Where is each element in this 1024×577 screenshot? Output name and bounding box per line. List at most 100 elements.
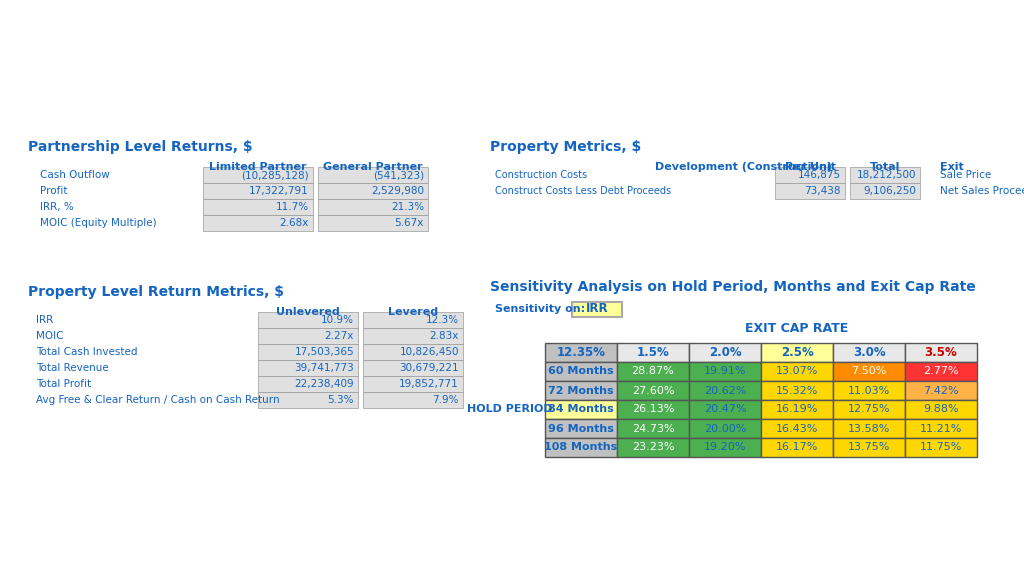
Bar: [775, 167, 845, 183]
Bar: [545, 362, 617, 381]
Text: 20.62%: 20.62%: [703, 385, 746, 395]
Bar: [545, 438, 617, 457]
Bar: [850, 167, 920, 183]
Text: 108 Months: 108 Months: [545, 443, 617, 452]
Text: Sensitivity on:: Sensitivity on:: [495, 304, 585, 314]
Text: Exit: Exit: [940, 162, 964, 172]
Text: 9.88%: 9.88%: [924, 404, 958, 414]
Bar: [689, 400, 761, 419]
Text: Avg Free & Clear Return / Cash on Cash Return: Avg Free & Clear Return / Cash on Cash R…: [36, 395, 280, 405]
Bar: [833, 419, 905, 438]
Text: Total Cash Invested: Total Cash Invested: [36, 347, 137, 357]
Text: 84 Months: 84 Months: [548, 404, 613, 414]
Bar: [617, 438, 689, 457]
Bar: [203, 183, 313, 199]
Text: 24.73%: 24.73%: [632, 424, 675, 433]
Bar: [905, 419, 977, 438]
Text: 19,852,771: 19,852,771: [399, 379, 459, 389]
Text: 2,529,980: 2,529,980: [371, 186, 424, 196]
Text: MOIC: MOIC: [36, 331, 63, 341]
Bar: [833, 343, 905, 362]
Text: 3.0%: 3.0%: [853, 346, 886, 359]
Text: 23.23%: 23.23%: [632, 443, 674, 452]
Bar: [617, 362, 689, 381]
Text: 12.75%: 12.75%: [848, 404, 890, 414]
Bar: [761, 362, 833, 381]
Bar: [905, 362, 977, 381]
Text: 96 Months: 96 Months: [548, 424, 614, 433]
Text: 20.47%: 20.47%: [703, 404, 746, 414]
Text: 2.27x: 2.27x: [325, 331, 354, 341]
Text: Construct Costs Less Debt Proceeds: Construct Costs Less Debt Proceeds: [495, 186, 671, 196]
Bar: [689, 419, 761, 438]
Bar: [203, 199, 313, 215]
Text: IRR: IRR: [36, 315, 53, 325]
Bar: [905, 400, 977, 419]
Text: (10,285,128): (10,285,128): [242, 170, 309, 180]
Text: 18,212,500: 18,212,500: [856, 170, 916, 180]
Text: 7.42%: 7.42%: [924, 385, 958, 395]
Bar: [258, 376, 358, 392]
Bar: [545, 381, 617, 400]
Bar: [689, 343, 761, 362]
Text: Partnership Level Returns, $: Partnership Level Returns, $: [28, 140, 253, 154]
Bar: [761, 400, 833, 419]
Bar: [833, 362, 905, 381]
Text: 15.32%: 15.32%: [776, 385, 818, 395]
Text: 19.20%: 19.20%: [703, 443, 746, 452]
Bar: [689, 381, 761, 400]
Bar: [362, 328, 463, 344]
Text: 30,679,221: 30,679,221: [399, 363, 459, 373]
Text: 22,238,409: 22,238,409: [294, 379, 354, 389]
Text: IRR: IRR: [586, 302, 608, 316]
Text: 3.5%: 3.5%: [925, 346, 957, 359]
Bar: [545, 419, 617, 438]
Text: 5.3%: 5.3%: [328, 395, 354, 405]
Text: MOIC (Equity Multiple): MOIC (Equity Multiple): [40, 218, 157, 228]
Bar: [203, 215, 313, 231]
Text: Total Revenue: Total Revenue: [36, 363, 109, 373]
Bar: [258, 392, 358, 408]
Text: Profit: Profit: [40, 186, 68, 196]
Text: 60 Months: 60 Months: [548, 366, 613, 377]
Bar: [850, 183, 920, 199]
Text: 39,741,773: 39,741,773: [294, 363, 354, 373]
Bar: [761, 438, 833, 457]
Text: Property Metrics, $: Property Metrics, $: [490, 140, 641, 154]
Text: 12.35%: 12.35%: [556, 346, 605, 359]
Text: 7.50%: 7.50%: [851, 366, 887, 377]
Bar: [545, 400, 617, 419]
Bar: [362, 312, 463, 328]
Text: 17,322,791: 17,322,791: [249, 186, 309, 196]
Text: 28.87%: 28.87%: [632, 366, 675, 377]
Text: Property Level Return Metrics, $: Property Level Return Metrics, $: [28, 285, 284, 299]
Text: 10.9%: 10.9%: [321, 315, 354, 325]
Text: 26.13%: 26.13%: [632, 404, 674, 414]
Text: Development (Construction): Development (Construction): [655, 162, 831, 172]
Bar: [318, 167, 428, 183]
Text: 11.03%: 11.03%: [848, 385, 890, 395]
Bar: [258, 360, 358, 376]
Text: HOLD PERIOD: HOLD PERIOD: [467, 404, 553, 414]
Text: 13.58%: 13.58%: [848, 424, 890, 433]
Text: 12.3%: 12.3%: [426, 315, 459, 325]
Text: 13.75%: 13.75%: [848, 443, 890, 452]
Bar: [833, 438, 905, 457]
Bar: [258, 344, 358, 360]
Text: Levered: Levered: [388, 307, 438, 317]
Text: Net Sales Proceeds: Net Sales Proceeds: [940, 186, 1024, 196]
Text: 20.00%: 20.00%: [703, 424, 746, 433]
Bar: [761, 419, 833, 438]
Bar: [761, 381, 833, 400]
Text: 73,438: 73,438: [805, 186, 841, 196]
Text: 27.60%: 27.60%: [632, 385, 674, 395]
Text: 1.5%: 1.5%: [637, 346, 670, 359]
Text: 21.3%: 21.3%: [391, 202, 424, 212]
Text: 72 Months: 72 Months: [548, 385, 613, 395]
Bar: [258, 328, 358, 344]
Bar: [617, 400, 689, 419]
Text: 11.21%: 11.21%: [920, 424, 963, 433]
Text: Construction Costs: Construction Costs: [495, 170, 587, 180]
Bar: [905, 438, 977, 457]
Text: 10,826,450: 10,826,450: [399, 347, 459, 357]
